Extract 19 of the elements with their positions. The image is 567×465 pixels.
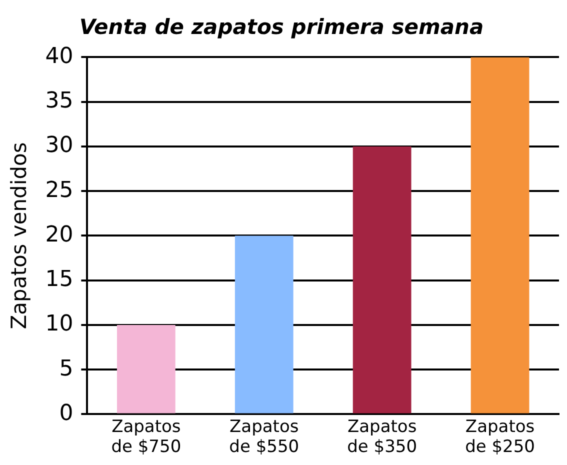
y-tick-label: 15 bbox=[45, 267, 74, 292]
x-tick-label: Zapatos de $550 bbox=[229, 416, 300, 458]
y-axis-title: Zapatos vendidos bbox=[7, 142, 32, 330]
bar bbox=[352, 146, 412, 414]
bar bbox=[470, 57, 530, 414]
y-tick-label: 5 bbox=[59, 356, 74, 382]
y-tick-label: 35 bbox=[45, 88, 74, 114]
x-tick-label: Zapatos de $250 bbox=[465, 416, 535, 458]
y-tick-label: 0 bbox=[59, 400, 74, 426]
bar bbox=[116, 324, 176, 414]
y-tick-label: 10 bbox=[45, 312, 74, 337]
x-tick-label: Zapatos de $750 bbox=[111, 416, 182, 458]
y-tick-label: 30 bbox=[45, 133, 74, 158]
y-tick-label: 25 bbox=[45, 178, 74, 203]
chart-title: Venta de zapatos primera semana bbox=[79, 15, 484, 40]
y-tick-label: 20 bbox=[45, 222, 74, 248]
x-tick-label: Zapatos de $350 bbox=[347, 416, 418, 458]
bar bbox=[234, 236, 294, 414]
y-tick-label: 40 bbox=[45, 44, 74, 69]
